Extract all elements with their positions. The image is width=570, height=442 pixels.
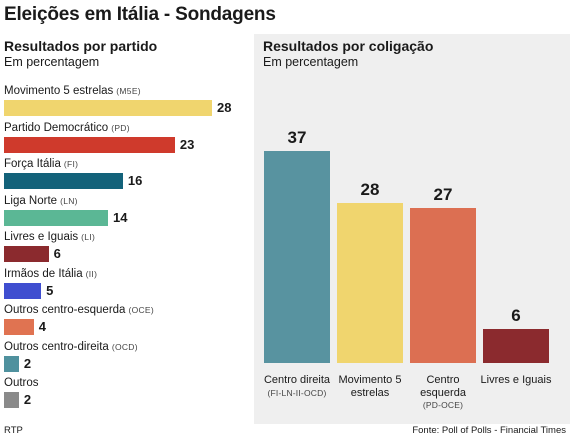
party-value-label: 28 [217,100,232,115]
party-label: Outros centro-direita (OCD) [4,341,138,353]
party-bar [4,392,19,408]
coalition-label: Centro direita (FI-LN-II-OCD) [260,374,334,399]
party-bar [4,209,108,226]
party-row: Outros centro-direita (OCD) 2 [4,341,246,379]
party-abbreviation: (M5E) [116,86,141,96]
coalition-members: (PD-OCE) [422,400,464,410]
party-results-panel: Resultados por partido Em percentagem Mo… [0,34,246,424]
party-bar [4,282,42,299]
coalition-name: Movimento 5 estrelas [338,374,402,399]
party-bar [4,246,49,262]
party-row: Força Itália (FI) 16 [4,158,246,196]
coalition-panel-subtitle: Em percentagem [263,55,359,69]
party-bar [4,100,212,116]
party-bar [4,355,19,372]
party-abbreviation: (II) [85,268,98,279]
coalition-members: (FI-LN-II-OCD) [267,387,327,398]
coalition-value-label: 37 [287,128,307,147]
party-abbreviation: (PD) [111,122,130,133]
coalition-name: Centro esquerda [420,374,466,399]
party-label: Livres e Iguais (LI) [4,231,95,243]
party-name: Força Itália [4,158,61,170]
party-label: Outros centro-esquerda (OCE) [4,304,154,316]
coalition-bar [483,328,549,363]
party-value-label: 5 [46,282,54,298]
coalition-value-label: 6 [511,305,521,325]
party-label: Força Itália (FI) [4,158,78,170]
party-row: Outros centro-esquerda (OCE) 4 [4,304,246,342]
party-abbreviation: (FI) [63,159,79,169]
party-row: Outros 2 [4,377,246,415]
party-label: Outros [4,377,39,389]
party-name: Livres e Iguais [4,231,79,243]
coalition-label: Centro esquerda (PD-OCE) [406,374,480,412]
page-title: Eleições em Itália - Sondagens [4,4,276,25]
party-bar [4,319,34,335]
party-value-label: 4 [38,319,46,334]
party-value-label: 2 [23,355,32,371]
party-abbreviation: (OCE) [128,305,155,315]
coalition-name: Livres e Iguais [480,374,552,386]
coalition-label: Livres e Iguais [479,374,553,387]
party-bar [4,136,175,153]
party-panel-subtitle: Em percentagem [4,55,100,69]
party-label: Liga Norte (LN) [4,195,78,207]
party-name: Liga Norte [4,194,58,207]
party-value-label: 14 [113,209,128,225]
party-row: Liga Norte (LN) 14 [4,195,246,233]
party-name: Partido Democrático [4,121,109,134]
party-label: Movimento 5 estrelas (M5E) [4,85,141,97]
party-panel-title: Resultados por partido [4,38,158,54]
party-label: Irmãos de Itália (II) [4,268,97,280]
party-abbreviation: (LI) [81,232,96,242]
party-name: Outros centro-esquerda [4,304,126,316]
coalition-name: Centro direita [263,374,331,386]
party-row: Partido Democrático (PD) 23 [4,122,246,160]
party-name: Outros [4,377,39,389]
party-abbreviation: (OCD) [111,341,138,352]
party-name: Movimento 5 estrelas [4,85,114,97]
coalition-bar [264,151,330,363]
coalition-label: Movimento 5 estrelas [333,374,407,399]
party-bar [4,173,123,189]
party-value-label: 16 [127,173,143,188]
coalition-bar [337,202,403,363]
party-value-label: 23 [179,136,195,152]
coalition-bar [410,208,476,363]
coalition-panel-title: Resultados por coligação [263,38,434,54]
footer-source-right: Fonte: Poll of Polls - Financial Times [412,425,566,436]
party-name: Irmãos de Itália [4,267,83,280]
party-name: Outros centro-direita [4,340,109,353]
footer-source-left: RTP [4,425,23,436]
party-row: Movimento 5 estrelas (M5E) 28 [4,85,246,123]
party-label: Partido Democrático (PD) [4,122,130,134]
coalition-value-label: 27 [433,185,453,205]
party-abbreviation: (LN) [60,195,78,206]
coalition-value-label: 28 [360,179,380,199]
coalition-results-panel: Resultados por coligação Em percentagem … [254,34,570,424]
party-row: Livres e Iguais (LI) 6 [4,231,246,269]
party-value-label: 2 [23,392,32,407]
party-row: Irmãos de Itália (II) 5 [4,268,246,306]
party-value-label: 6 [53,246,61,261]
